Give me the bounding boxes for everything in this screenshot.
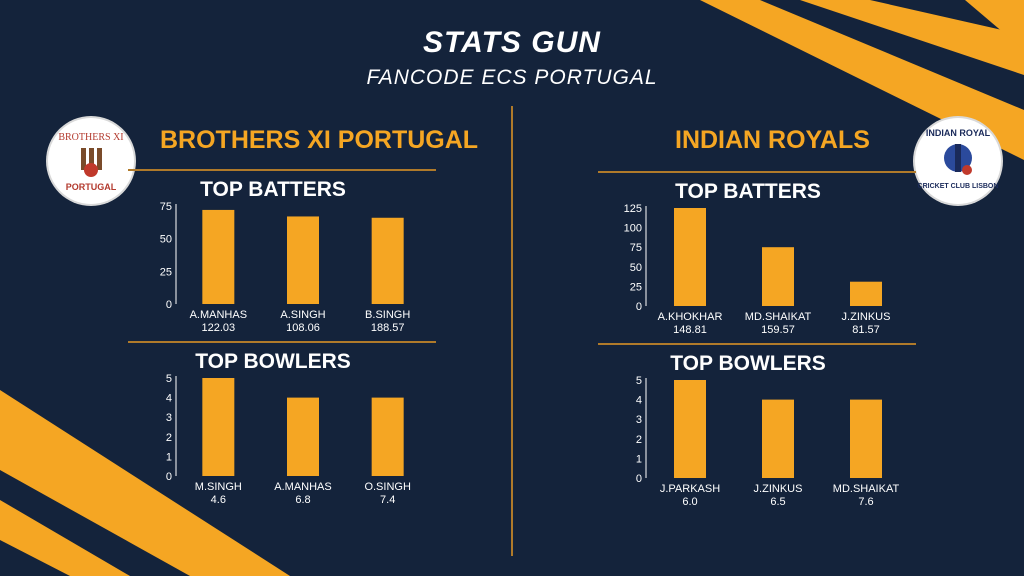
category-sublabel: 7.4 bbox=[380, 494, 395, 506]
y-tick-label: 2 bbox=[166, 432, 172, 444]
y-tick-label: 3 bbox=[636, 414, 642, 426]
royals-logo-text-bottom: CRICKET CLUB LISBON bbox=[918, 183, 999, 190]
bar-a-khokhar bbox=[674, 208, 706, 306]
brothers-logo-text-top: BROTHERS XI bbox=[58, 132, 123, 143]
category-label: A.KHOKHAR bbox=[658, 311, 723, 323]
category-label: A.SINGH bbox=[280, 309, 325, 321]
sub-title: FANCODE ECS PORTUGAL bbox=[366, 66, 658, 89]
y-tick-label: 100 bbox=[624, 223, 642, 235]
category-sublabel: 122.03 bbox=[202, 322, 236, 334]
bar-j-zinkus bbox=[850, 281, 882, 306]
category-label: A.MANHAS bbox=[274, 481, 331, 493]
category-sublabel: 7.6 bbox=[858, 496, 873, 508]
y-tick-label: 25 bbox=[630, 281, 642, 293]
bar-a-manhas bbox=[287, 397, 319, 476]
y-tick-label: 3 bbox=[166, 412, 172, 424]
category-label: J.ZINKUS bbox=[754, 483, 803, 495]
category-label: J.ZINKUS bbox=[842, 311, 891, 323]
category-label: B.SINGH bbox=[365, 309, 410, 321]
bar-chart-0: TOP BATTERS0255075A.MANHAS122.03A.SINGH1… bbox=[128, 169, 436, 334]
bar-o-singh bbox=[371, 397, 404, 476]
chart-panel-royals-bowlers: TOP BOWLERS 0 1 2 3 4 5 J.PARKASH 6.0 J.ZINKUS 6.5… bbox=[598, 342, 918, 514]
chart-panel-brothers-bowlers: TOP BOWLERS 0 1 2 3 4 5 M.SINGH 4.6 A.MANHAS 6.8 O.… bbox=[128, 340, 438, 512]
category-sublabel: 6.5 bbox=[770, 496, 785, 508]
y-tick-label: 2 bbox=[636, 434, 642, 446]
category-sublabel: 108.06 bbox=[286, 322, 320, 334]
brothers-xi-logo: BROTHERS XI PORTUGAL bbox=[48, 118, 134, 204]
category-sublabel: 6.8 bbox=[295, 494, 310, 506]
bar-a-manhas bbox=[202, 209, 235, 304]
category-sublabel: 159.57 bbox=[761, 324, 795, 336]
category-label: J.PARKASH bbox=[660, 483, 720, 495]
bar-md-shaikat bbox=[850, 399, 882, 478]
team-name-indian-royals: INDIAN ROYALS bbox=[675, 126, 870, 154]
chart-title: TOP BOWLERS bbox=[670, 352, 826, 375]
y-tick-label: 50 bbox=[160, 234, 172, 246]
bar-j-parkash bbox=[674, 380, 706, 478]
chart-panel-royals-batters: TOP BATTERS 0 25 50 75 100 125 A.KHOKHAR 148.81 M… bbox=[598, 170, 918, 342]
indian-royals-logo: INDIAN ROYAL CRICKET CLUB LISBON bbox=[915, 118, 1001, 204]
y-tick-label: 5 bbox=[166, 373, 172, 385]
category-label: MD.SHAIKAT bbox=[745, 311, 812, 323]
category-label: MD.SHAIKAT bbox=[833, 483, 900, 495]
category-sublabel: 188.57 bbox=[371, 322, 405, 334]
y-tick-label: 75 bbox=[160, 201, 172, 213]
chart-panel-brothers-batters: TOP BATTERS 0 25 50 75 A.MANHAS 122.03 A.SINGH 1… bbox=[128, 168, 438, 340]
y-tick-label: 5 bbox=[636, 375, 642, 387]
y-tick-label: 4 bbox=[636, 395, 642, 407]
bar-a-singh bbox=[287, 216, 319, 304]
brothers-logo-text-bottom: PORTUGAL bbox=[66, 182, 117, 192]
chart-title: TOP BATTERS bbox=[675, 180, 821, 203]
y-tick-label: 25 bbox=[160, 266, 172, 278]
category-label: O.SINGH bbox=[364, 481, 411, 493]
chart-title: TOP BATTERS bbox=[200, 178, 346, 201]
category-sublabel: 81.57 bbox=[852, 324, 880, 336]
chart-title: TOP BOWLERS bbox=[195, 350, 351, 373]
category-sublabel: 4.6 bbox=[211, 494, 226, 506]
y-tick-label: 50 bbox=[630, 262, 642, 274]
y-tick-label: 0 bbox=[636, 301, 642, 313]
category-sublabel: 148.81 bbox=[673, 324, 707, 336]
y-tick-label: 75 bbox=[630, 242, 642, 254]
main-title: STATS GUN bbox=[423, 26, 601, 59]
y-tick-label: 4 bbox=[166, 393, 172, 405]
y-tick-label: 0 bbox=[166, 299, 172, 311]
category-sublabel: 6.0 bbox=[682, 496, 697, 508]
y-tick-label: 1 bbox=[636, 453, 642, 465]
category-label: A.MANHAS bbox=[190, 309, 247, 321]
y-tick-label: 125 bbox=[624, 203, 642, 215]
bar-md-shaikat bbox=[762, 247, 794, 306]
y-tick-label: 1 bbox=[166, 451, 172, 463]
bar-b-singh bbox=[371, 217, 404, 304]
y-tick-label: 0 bbox=[636, 473, 642, 485]
bar-j-zinkus bbox=[762, 399, 794, 478]
category-label: M.SINGH bbox=[195, 481, 242, 493]
team-name-brothers: BROTHERS XI PORTUGAL bbox=[160, 126, 479, 154]
y-tick-label: 0 bbox=[166, 471, 172, 483]
center-divider bbox=[511, 106, 513, 556]
royals-logo-text-top: INDIAN ROYAL bbox=[926, 128, 991, 138]
bar-m-singh bbox=[202, 378, 235, 476]
